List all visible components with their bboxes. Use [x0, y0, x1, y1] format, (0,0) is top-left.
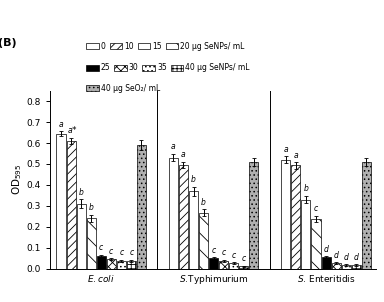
Bar	[56, 133, 66, 269]
Text: b: b	[89, 203, 94, 212]
Text: c: c	[119, 249, 123, 258]
Y-axis label: OD$_{595}$: OD$_{595}$	[10, 164, 24, 195]
Text: b: b	[79, 188, 84, 197]
Text: (B): (B)	[0, 38, 17, 48]
Bar	[117, 261, 126, 269]
Legend: 40 µg SeO₂/ mL: 40 µg SeO₂/ mL	[86, 84, 160, 93]
Text: *: *	[72, 126, 76, 135]
Bar	[301, 200, 311, 269]
Text: a: a	[181, 150, 186, 159]
Bar	[137, 145, 146, 269]
Bar	[362, 162, 371, 269]
Text: d: d	[334, 251, 339, 259]
Bar	[291, 165, 300, 269]
Bar	[179, 165, 188, 269]
Text: c: c	[99, 243, 103, 252]
Text: a: a	[283, 145, 288, 154]
Text: c: c	[242, 254, 246, 263]
Bar	[321, 257, 331, 269]
Text: c: c	[232, 251, 236, 260]
Bar	[66, 141, 76, 269]
Bar	[189, 191, 198, 269]
Text: d: d	[354, 253, 359, 262]
Bar	[331, 263, 341, 269]
Text: d: d	[324, 245, 328, 254]
Bar	[311, 219, 321, 269]
Bar	[199, 213, 208, 269]
Text: a: a	[68, 126, 73, 135]
Bar	[219, 261, 228, 269]
Text: a: a	[294, 151, 298, 160]
Bar	[127, 261, 136, 269]
Bar	[107, 259, 116, 269]
Bar	[76, 204, 86, 269]
Text: a: a	[59, 120, 63, 129]
Text: c: c	[109, 247, 113, 256]
Bar	[169, 158, 178, 269]
Text: b: b	[303, 184, 308, 193]
Text: c: c	[222, 249, 226, 258]
Bar	[209, 258, 218, 269]
Text: c: c	[129, 249, 134, 258]
Bar	[87, 218, 96, 269]
Bar	[97, 256, 106, 269]
Text: c: c	[314, 204, 318, 213]
Bar	[342, 265, 351, 269]
Text: c: c	[212, 246, 216, 255]
Bar	[239, 266, 248, 269]
Text: b: b	[201, 198, 206, 207]
Bar	[249, 162, 258, 269]
Text: d: d	[344, 253, 349, 262]
Bar	[352, 265, 361, 269]
Bar	[229, 263, 238, 269]
Text: b: b	[191, 175, 196, 184]
Text: a: a	[171, 142, 176, 151]
Bar	[281, 160, 290, 269]
